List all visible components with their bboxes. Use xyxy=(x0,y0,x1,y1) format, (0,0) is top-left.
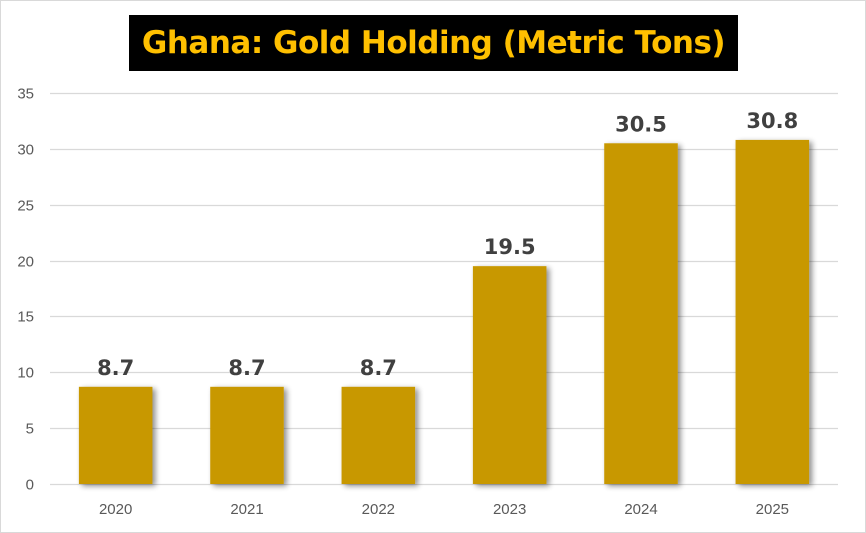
y-tick-label: 5 xyxy=(26,421,34,438)
chart-title: Ghana: Gold Holding (Metric Tons) xyxy=(141,25,726,61)
bar-2023 xyxy=(472,266,547,484)
data-label: 8.7 xyxy=(360,356,397,380)
y-tick-label: 10 xyxy=(17,365,34,382)
data-label: 30.8 xyxy=(746,109,798,133)
bar-2020 xyxy=(78,386,153,484)
bar-2022 xyxy=(341,386,416,484)
x-tick-label: 2023 xyxy=(493,501,526,518)
y-tick-label: 35 xyxy=(17,86,34,103)
data-labels: 8.7 8.7 8.7 19.5 30.5 30.8 xyxy=(97,109,798,380)
y-tick-label: 20 xyxy=(17,254,34,271)
x-tick-label: 2025 xyxy=(756,501,789,518)
data-label: 19.5 xyxy=(484,235,536,259)
y-tick-label: 0 xyxy=(26,477,34,494)
chart-title-box: Ghana: Gold Holding (Metric Tons) xyxy=(129,15,738,71)
x-tick-label: 2022 xyxy=(362,501,395,518)
x-axis-ticks: 2020 2021 2022 2023 2024 2025 xyxy=(99,501,789,518)
x-tick-label: 2024 xyxy=(624,501,657,518)
y-tick-label: 25 xyxy=(17,198,34,215)
bars xyxy=(78,139,810,485)
data-label: 30.5 xyxy=(615,112,667,136)
bar-2021 xyxy=(210,386,284,484)
bar-2025 xyxy=(735,139,810,485)
bar-2024 xyxy=(604,143,678,484)
x-tick-label: 2021 xyxy=(230,501,263,518)
y-tick-label: 15 xyxy=(17,309,34,326)
data-label: 8.7 xyxy=(228,356,265,380)
y-tick-label: 30 xyxy=(17,142,34,159)
y-axis-ticks: 0 5 10 15 20 25 30 35 xyxy=(17,86,34,494)
data-label: 8.7 xyxy=(97,356,134,380)
x-tick-label: 2020 xyxy=(99,501,132,518)
gridlines xyxy=(50,92,838,486)
